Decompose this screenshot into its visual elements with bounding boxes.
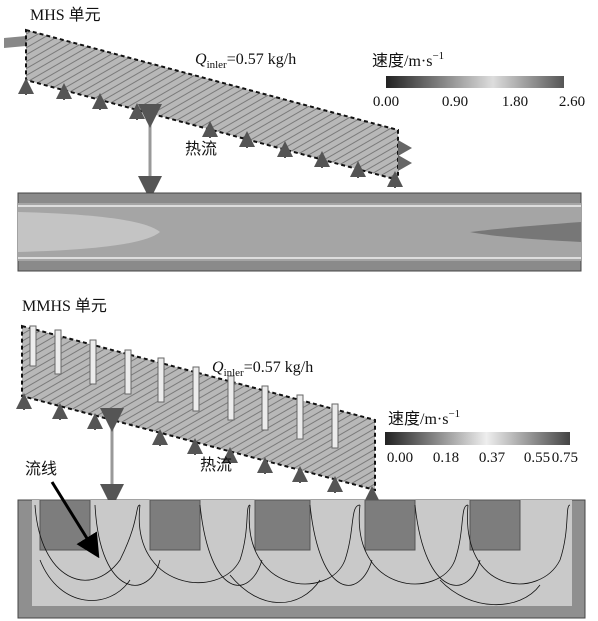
flow-subscript: inler xyxy=(224,367,244,379)
flow-rate: Qinler=0.57 kg/h xyxy=(212,359,313,379)
heat-label: 热流 xyxy=(200,456,232,474)
heat-arrows xyxy=(16,393,380,503)
flow-symbol: Q xyxy=(212,359,224,376)
colorbar-tick: 0.75 xyxy=(552,450,578,466)
unit-label: MHS 单元 xyxy=(30,6,101,24)
colorbar-tick: 1.80 xyxy=(502,94,528,110)
colorbar-tick: 0.37 xyxy=(479,450,506,466)
colorbar-unit: 速度/m·s xyxy=(388,410,448,428)
flow-subscript: inler xyxy=(207,59,227,71)
colorbar-tick: 2.60 xyxy=(559,94,585,110)
outlet xyxy=(398,140,412,156)
streamline-pointer xyxy=(50,481,100,559)
colorbar xyxy=(385,432,570,445)
heat-arrows xyxy=(18,78,403,188)
flow-value: =0.57 kg/h xyxy=(227,51,296,68)
flow-value: =0.57 kg/h xyxy=(244,359,313,376)
colorbar-exponent: −1 xyxy=(432,50,444,62)
outlet-core xyxy=(470,222,581,242)
heat-label: 热流 xyxy=(185,140,217,158)
colorbar-title: 速度/m·s−1 xyxy=(372,50,444,70)
colorbar-exponent: −1 xyxy=(448,408,460,420)
inlet xyxy=(4,36,26,48)
flow-symbol: Q xyxy=(195,51,207,68)
colorbar xyxy=(386,76,564,88)
unit-label: MMHS 单元 xyxy=(22,297,107,315)
inlet-jet xyxy=(18,212,160,252)
colorbar-tick: 0.00 xyxy=(373,94,399,110)
colorbar-tick: 0.55 xyxy=(524,450,550,466)
colorbar-tick: 0.18 xyxy=(433,450,459,466)
colorbar-tick: 0.00 xyxy=(387,450,413,466)
colorbar-unit: 速度/m·s xyxy=(372,52,432,70)
colorbar-tick: 0.90 xyxy=(442,94,468,110)
fins xyxy=(29,325,339,449)
fin-sections xyxy=(39,499,521,551)
flow-rate: Qinler=0.57 kg/h xyxy=(195,51,296,71)
colorbar-title: 速度/m·s−1 xyxy=(388,408,460,428)
outlet xyxy=(398,155,412,171)
streamline-label: 流线 xyxy=(25,460,57,478)
